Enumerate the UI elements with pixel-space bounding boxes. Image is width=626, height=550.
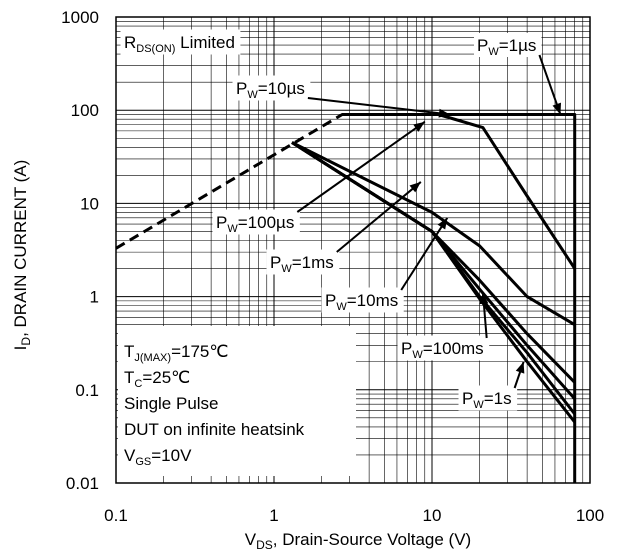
y-axis-title: ID, DRAIN CURRENT (A) [11, 160, 33, 351]
pw1ms-label: PW=1ms [266, 181, 422, 275]
x-tick-label: 1 [269, 506, 278, 525]
condition-line: DUT on infinite heatsink [124, 420, 305, 439]
x-tick-label: 0.1 [104, 506, 128, 525]
arrow-line [296, 121, 426, 213]
label-box [212, 209, 300, 235]
y-tick-label: 1000 [61, 8, 99, 27]
label-box [120, 29, 241, 55]
label-box [458, 385, 518, 411]
label-text: PW=10µs [236, 79, 305, 101]
arrow-line [336, 181, 422, 253]
label-box [321, 287, 404, 313]
arrow-head [479, 292, 489, 305]
arrow-head [413, 121, 425, 132]
label-box [397, 335, 490, 361]
label-box [266, 249, 340, 275]
series-line-pw100us [291, 141, 576, 326]
y-tick-label: 0.01 [66, 474, 99, 493]
condition-line: Single Pulse [124, 394, 219, 413]
x-axis-title: VDS, Drain-Source Voltage (V) [245, 530, 471, 550]
pw100ms-label: PW=100ms [397, 292, 490, 361]
label-text: PW=1ms [270, 253, 334, 275]
pw10us-label: PW=10µs [232, 75, 451, 118]
conditions-background [118, 326, 356, 476]
label-text: PW=1s [462, 389, 512, 411]
label-box [232, 75, 311, 101]
arrow-line [400, 217, 449, 291]
y-tick-label: 1 [90, 288, 99, 307]
label-text: PW=1µs [477, 36, 536, 58]
annotations: RDS(ON) Limited PW=1µs PW=10µs PW=100µs PW=1… [120, 29, 562, 411]
pw100us-label: PW=100µs [212, 121, 426, 235]
series-line-pw10us [438, 113, 576, 270]
arrow-head [515, 361, 525, 374]
y-tick-label: 100 [71, 101, 99, 120]
condition-line: TJ(MAX)=175℃ [124, 342, 228, 364]
label-text: RDS(ON) Limited [124, 33, 235, 55]
series-layer [115, 113, 577, 483]
rdson-label: RDS(ON) Limited [120, 29, 241, 55]
condition-line: TC=25℃ [124, 368, 190, 390]
condition-line: VGS=10V [124, 446, 192, 468]
x-tick-label: 10 [423, 506, 442, 525]
series-line-pw1us [342, 113, 577, 483]
conditions-box: TJ(MAX)=175℃ TC=25℃ Single Pulse DUT on inf… [118, 326, 356, 476]
axis-titles: VDS, Drain-Source Voltage (V) ID, DRAIN C… [11, 160, 471, 550]
pw10ms-label: PW=10ms [321, 217, 449, 313]
y-tick-label: 0.1 [75, 381, 99, 400]
label-text: PW=10ms [325, 291, 398, 313]
arrow-head [438, 108, 451, 118]
label-box [474, 33, 542, 57]
series-line-pw1s [291, 141, 576, 424]
arrow-head [437, 217, 448, 230]
tick-labels: 0.1 1 10 100 1000 100 10 1 0.1 0.01 [61, 8, 604, 525]
x-tick-label: 100 [576, 506, 604, 525]
arrow-head [552, 102, 562, 115]
arrow-head [409, 181, 421, 193]
pw1us-label: PW=1µs [474, 33, 562, 115]
y-tick-label: 10 [80, 194, 99, 213]
label-text: PW=100ms [401, 339, 484, 361]
plot-border [115, 16, 591, 484]
arrow-line [307, 97, 451, 116]
pw1s-label: PW=1s [458, 361, 525, 411]
label-text: PW=100µs [216, 213, 294, 235]
